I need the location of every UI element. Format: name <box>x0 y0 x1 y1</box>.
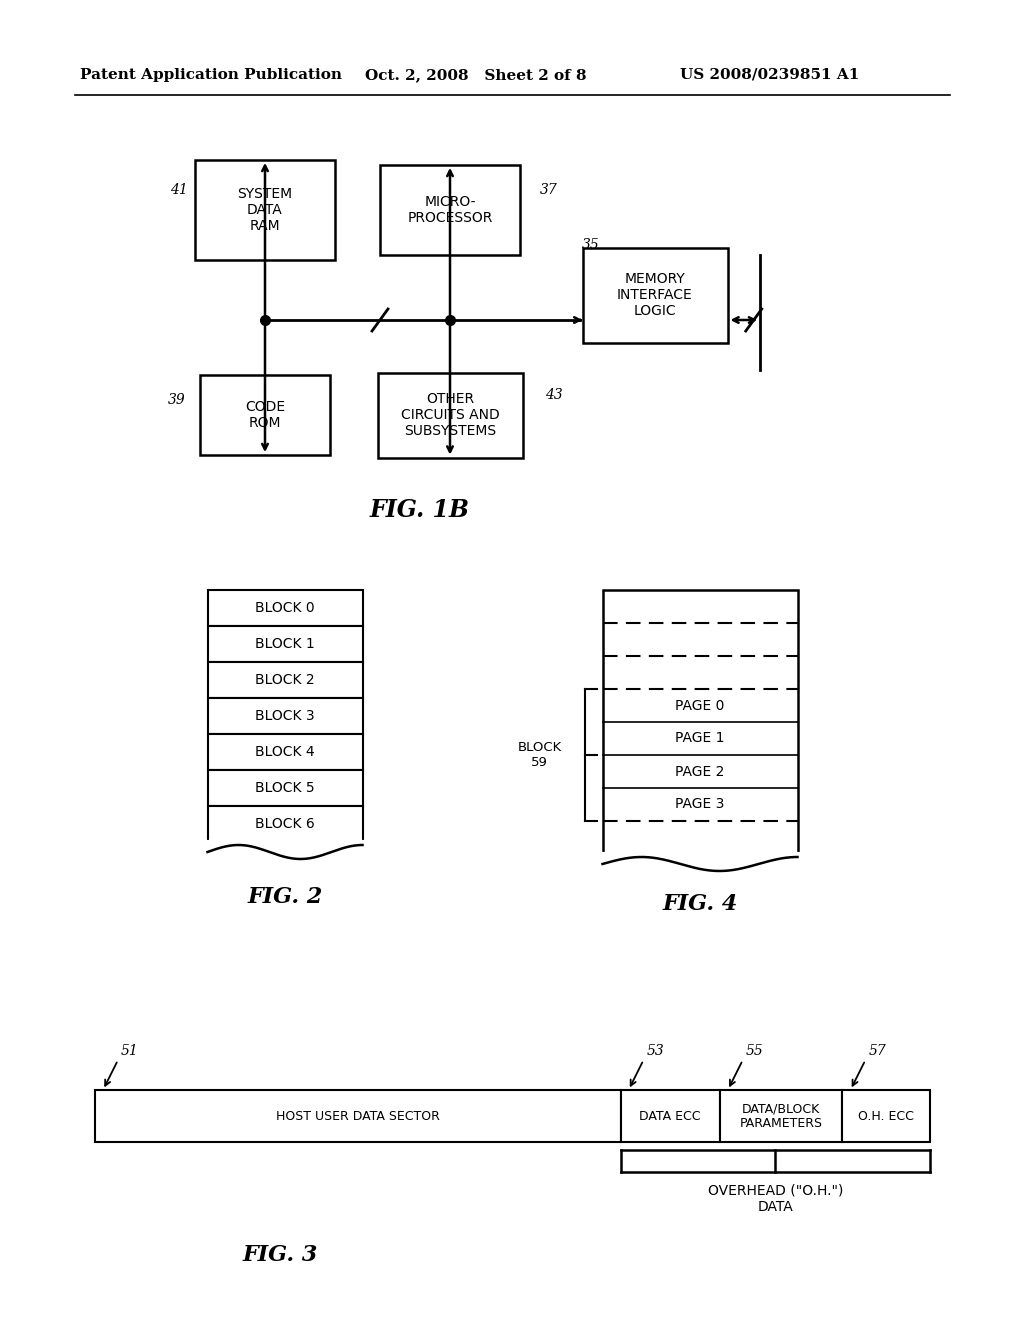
Text: O.H. ECC: O.H. ECC <box>858 1110 914 1122</box>
Text: BLOCK 2: BLOCK 2 <box>255 673 314 686</box>
Bar <box>208 770 362 807</box>
Text: HOST USER DATA SECTOR: HOST USER DATA SECTOR <box>275 1110 439 1122</box>
Bar <box>602 590 798 854</box>
Text: 51: 51 <box>121 1044 138 1059</box>
Text: 35: 35 <box>582 238 600 252</box>
Text: PAGE 2: PAGE 2 <box>675 764 725 779</box>
Text: 53: 53 <box>646 1044 665 1059</box>
Bar <box>208 663 362 698</box>
Text: PAGE 0: PAGE 0 <box>675 698 725 713</box>
Bar <box>208 698 362 734</box>
Text: MEMORY
INTERFACE
LOGIC: MEMORY INTERFACE LOGIC <box>617 272 693 318</box>
Text: 37: 37 <box>540 183 558 197</box>
Text: PAGE 3: PAGE 3 <box>675 797 725 812</box>
Bar <box>208 590 362 626</box>
Bar <box>583 248 727 342</box>
Text: BLOCK 5: BLOCK 5 <box>255 781 314 795</box>
Text: FIG. 4: FIG. 4 <box>663 894 737 915</box>
Bar <box>843 1090 930 1142</box>
Text: 57: 57 <box>868 1044 886 1059</box>
Bar <box>621 1090 720 1142</box>
Text: 43: 43 <box>545 388 563 403</box>
Text: 39: 39 <box>168 393 185 407</box>
Bar <box>380 165 520 255</box>
Text: SYSTEM
DATA
RAM: SYSTEM DATA RAM <box>238 187 293 234</box>
Text: 41: 41 <box>170 183 187 197</box>
Bar <box>200 375 330 455</box>
Text: Oct. 2, 2008   Sheet 2 of 8: Oct. 2, 2008 Sheet 2 of 8 <box>365 69 587 82</box>
Text: OVERHEAD ("O.H.")
DATA: OVERHEAD ("O.H.") DATA <box>708 1184 843 1214</box>
Bar <box>720 1090 843 1142</box>
Text: FIG. 1B: FIG. 1B <box>370 498 470 521</box>
Text: BLOCK 1: BLOCK 1 <box>255 638 314 651</box>
Text: BLOCK 0: BLOCK 0 <box>255 601 314 615</box>
Bar <box>208 734 362 770</box>
Text: CODE
ROM: CODE ROM <box>245 400 285 430</box>
Text: DATA ECC: DATA ECC <box>639 1110 700 1122</box>
Text: OTHER
CIRCUITS AND
SUBSYSTEMS: OTHER CIRCUITS AND SUBSYSTEMS <box>400 392 500 438</box>
Text: US 2008/0239851 A1: US 2008/0239851 A1 <box>680 69 859 82</box>
Text: DATA/BLOCK
PARAMETERS: DATA/BLOCK PARAMETERS <box>739 1102 822 1130</box>
Bar <box>378 372 522 458</box>
Text: BLOCK
59: BLOCK 59 <box>517 741 561 770</box>
Text: 55: 55 <box>745 1044 764 1059</box>
Text: MICRO-
PROCESSOR: MICRO- PROCESSOR <box>408 195 493 226</box>
Text: PAGE 1: PAGE 1 <box>675 731 725 746</box>
Text: FIG. 2: FIG. 2 <box>248 886 323 908</box>
Bar <box>208 626 362 663</box>
Text: BLOCK 4: BLOCK 4 <box>255 744 314 759</box>
Bar <box>95 1090 621 1142</box>
Bar <box>208 807 362 842</box>
Bar <box>195 160 335 260</box>
Text: Patent Application Publication: Patent Application Publication <box>80 69 342 82</box>
Text: FIG. 3: FIG. 3 <box>243 1243 317 1266</box>
Text: BLOCK 6: BLOCK 6 <box>255 817 314 832</box>
Text: BLOCK 3: BLOCK 3 <box>255 709 314 723</box>
